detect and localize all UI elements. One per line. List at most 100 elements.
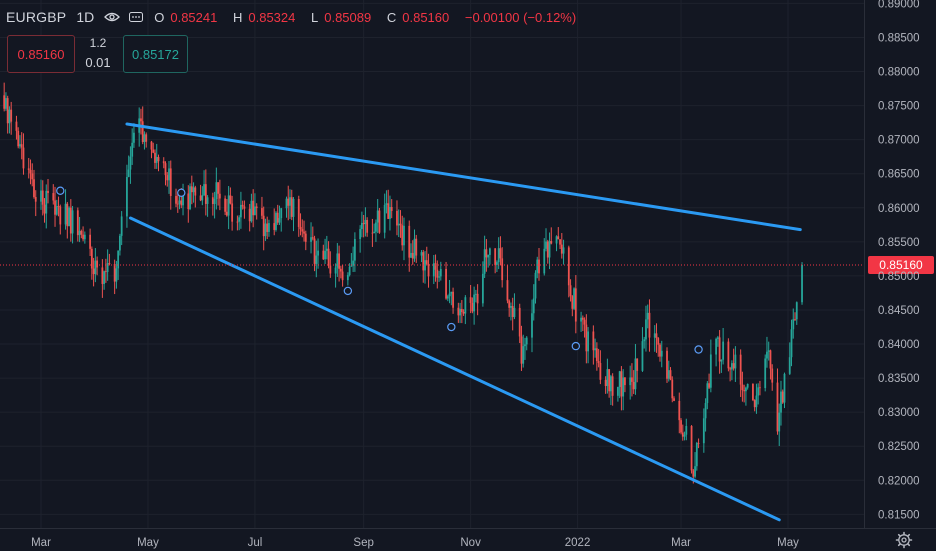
candle — [729, 366, 732, 382]
candle-body — [131, 142, 134, 157]
candle — [3, 82, 6, 112]
candle-body — [154, 152, 156, 163]
candle-body — [192, 187, 195, 193]
candle-body — [755, 395, 758, 408]
candle-body — [727, 341, 730, 369]
candle — [250, 193, 253, 223]
low-value: 0.85089 — [324, 9, 372, 25]
candle-body — [781, 391, 784, 403]
high-value: 0.85324 — [248, 9, 296, 25]
candle — [511, 297, 514, 331]
candle-body — [385, 203, 388, 205]
timeframe[interactable]: 1D — [76, 9, 95, 25]
candle — [94, 248, 97, 283]
buy-button[interactable]: 0.85172 — [123, 35, 188, 73]
event-marker[interactable] — [177, 188, 186, 198]
event-marker[interactable] — [447, 322, 456, 332]
gear-icon[interactable] — [895, 531, 913, 549]
candle-body — [631, 377, 633, 382]
candle — [47, 178, 49, 204]
candle-body — [104, 271, 107, 273]
candle — [769, 349, 772, 380]
candle-body — [645, 319, 647, 340]
trendline[interactable] — [125, 122, 802, 232]
candle — [240, 191, 242, 229]
candle-body — [397, 223, 400, 226]
candle-body — [694, 466, 696, 477]
time-axis[interactable]: Mar May Jul Sep Nov 2022 Mar May — [31, 537, 799, 549]
candle — [753, 399, 756, 412]
candle-body — [783, 373, 786, 403]
symbol-name[interactable]: EURGBP — [6, 9, 67, 25]
event-markers[interactable] — [56, 186, 703, 354]
candle — [243, 200, 246, 219]
candle-body — [729, 368, 732, 370]
candle — [346, 272, 349, 286]
trendline-layer[interactable] — [125, 122, 802, 522]
candle — [781, 389, 784, 404]
candle — [29, 159, 32, 185]
candle — [548, 232, 551, 270]
candle — [671, 376, 674, 403]
eye-icon[interactable] — [104, 12, 121, 22]
candle — [587, 327, 589, 364]
candle-body — [609, 376, 612, 392]
candle-body — [678, 400, 681, 421]
sell-button[interactable]: 0.85160 — [7, 35, 75, 73]
candle-body — [622, 377, 625, 397]
candle — [734, 346, 737, 382]
candle — [20, 132, 23, 160]
candle-body — [757, 387, 760, 396]
candle — [92, 257, 95, 287]
candle-body — [106, 263, 109, 272]
candle-body — [759, 387, 761, 389]
candle-body — [31, 173, 34, 180]
candle — [622, 369, 625, 411]
candle-body — [15, 121, 18, 131]
candle-body — [776, 382, 779, 432]
candle — [618, 370, 621, 399]
candle — [788, 342, 791, 376]
candle — [595, 342, 598, 371]
candle-body — [297, 198, 300, 227]
candle-body — [494, 248, 497, 265]
candle — [641, 327, 644, 372]
candle — [101, 259, 104, 298]
candle — [432, 254, 435, 285]
price-tick-label: 0.82500 — [878, 441, 920, 453]
candle — [452, 287, 454, 314]
candle — [396, 200, 398, 236]
candle — [201, 186, 204, 206]
candle — [522, 334, 525, 368]
candle — [6, 95, 9, 134]
candle-body — [434, 263, 437, 270]
more-icon[interactable] — [128, 11, 144, 23]
candle — [766, 336, 768, 368]
candle — [520, 325, 523, 371]
event-marker[interactable] — [571, 341, 581, 351]
candle — [90, 246, 93, 280]
candle — [182, 183, 184, 216]
trendline[interactable] — [128, 216, 781, 522]
candle — [457, 302, 460, 323]
event-marker[interactable] — [56, 186, 65, 195]
candle — [5, 92, 7, 111]
lot-size-input[interactable]: 0.01 — [85, 55, 111, 70]
candle — [80, 229, 83, 239]
candle — [371, 218, 374, 247]
candle-body — [794, 319, 796, 321]
candle-body — [413, 238, 416, 259]
candle-body — [574, 288, 577, 322]
candle — [745, 386, 747, 406]
event-marker[interactable] — [343, 286, 353, 296]
candle-body — [254, 206, 256, 216]
candle-body — [732, 363, 735, 369]
last-price-label: 0.85160 — [879, 258, 923, 272]
event-marker[interactable] — [694, 345, 703, 354]
price-axis[interactable]: 0.89000 0.88500 0.88000 0.87500 0.87000 0.865… — [878, 0, 920, 521]
candle — [310, 222, 312, 254]
candle — [19, 135, 21, 149]
candle-body — [657, 338, 660, 345]
candle-body — [389, 206, 391, 219]
